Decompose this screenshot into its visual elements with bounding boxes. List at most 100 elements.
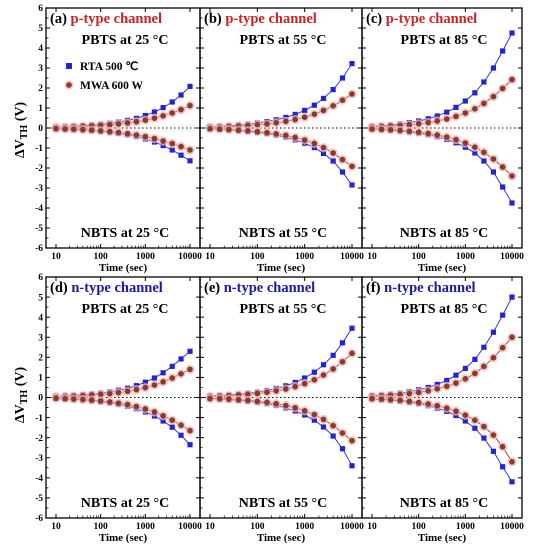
rta-data-point <box>500 312 506 318</box>
rta-data-point <box>187 83 193 89</box>
mwa-data-point <box>178 106 184 113</box>
x-tick-label: 1000 <box>136 522 155 532</box>
x-tick-label: 10000 <box>340 522 364 532</box>
mwa-data-point <box>106 390 113 397</box>
x-tick-label: 10000 <box>178 522 202 532</box>
mwa-data-point <box>453 408 459 414</box>
x-axis-label: Time (sec) <box>257 262 306 274</box>
nbts-condition-label: NBTS at 55 °C <box>239 496 327 511</box>
panel-b: 10 100 1000 10000 Time (sec) (b) p-type chann… <box>199 7 364 274</box>
rta-data-point <box>160 105 166 111</box>
series-fit-line <box>55 86 191 128</box>
mwa-data-point <box>151 409 158 415</box>
y-tick-label: 0 <box>38 124 43 134</box>
rta-data-point <box>509 479 515 485</box>
mwa-data-point <box>425 388 431 394</box>
mwa-data-point <box>311 111 318 117</box>
mwa-data-point <box>254 122 261 128</box>
rta-data-point <box>339 340 346 346</box>
mwa-data-point <box>88 127 95 133</box>
panel-a: -6 -5 -4 -3 -2 -1 0 1 2 3 4 5 6 10 100 1000 10000 Time (s… <box>35 4 202 274</box>
mwa-data-point <box>330 103 336 109</box>
mwa-data-point <box>142 117 149 123</box>
mwa-data-point <box>301 407 308 414</box>
mwa-data-point <box>453 113 459 120</box>
pbts-condition-label: PBTS at 85 °C <box>401 302 488 317</box>
mwa-data-point <box>481 423 487 430</box>
rta-data-point <box>169 147 175 153</box>
panel-letter: (b) <box>204 11 225 27</box>
rta-data-point <box>178 432 184 438</box>
rta-data-point <box>320 362 327 368</box>
mwa-data-point <box>178 371 184 377</box>
mwa-data-point <box>378 396 385 402</box>
x-tick-label: 1000 <box>136 252 155 262</box>
y-tick-label: 3 <box>38 333 43 343</box>
rta-data-point <box>462 365 468 371</box>
channel-type-label: n-type channel <box>71 280 162 296</box>
rta-data-point <box>453 104 459 110</box>
y-axis-label-bottom: ΔVTH (V) <box>13 367 30 424</box>
y-tick-label: 4 <box>38 44 43 54</box>
rta-data-point <box>178 356 184 362</box>
mwa-data-point <box>509 173 515 179</box>
mwa-data-point <box>226 396 232 402</box>
mwa-data-point <box>434 386 441 392</box>
mwa-data-point <box>169 110 176 116</box>
x-tick-label: 10000 <box>178 252 202 262</box>
mwa-data-point <box>472 106 478 112</box>
pbts-condition-label: PBTS at 25 °C <box>82 302 169 317</box>
rta-data-point <box>462 418 468 424</box>
rta-data-point <box>160 143 166 149</box>
mwa-data-point <box>283 402 289 409</box>
mwa-data-point <box>472 370 478 377</box>
mwa-data-point <box>169 417 176 423</box>
mwa-data-point <box>273 131 279 137</box>
mwa-data-point <box>216 395 223 402</box>
mwa-data-point <box>187 147 193 153</box>
panel-c: 10 100 1000 10000 Time (sec) (c) p-type chann… <box>361 7 524 274</box>
mwa-data-point <box>254 128 261 135</box>
mwa-data-point <box>283 118 289 125</box>
mwa-data-point <box>301 137 308 143</box>
panel-heading: (c) p-type channel <box>366 11 477 27</box>
y-tick-label: -5 <box>35 224 43 234</box>
channel-type-label: p-type channel <box>71 11 162 27</box>
x-tick-label: 100 <box>250 252 265 262</box>
mwa-data-point <box>187 102 193 109</box>
x-axis-label: Time (sec) <box>257 532 306 544</box>
mwa-data-point <box>509 334 515 341</box>
mwa-data-point <box>273 388 279 394</box>
mwa-data-point <box>320 372 327 378</box>
channel-type-label: n-type channel <box>224 280 315 296</box>
rta-data-point <box>187 348 193 354</box>
rta-data-point <box>472 90 478 96</box>
mwa-data-point <box>453 136 459 143</box>
mwa-data-point <box>397 397 403 404</box>
series-fit-line <box>209 398 353 467</box>
mwa-data-point <box>415 129 422 135</box>
x-tick-label: 10 <box>205 522 215 532</box>
rta-data-point <box>311 102 317 108</box>
mwa-data-point <box>406 128 413 134</box>
mwa-data-point <box>462 140 469 146</box>
mwa-data-point <box>499 164 506 170</box>
legend-rta-marker <box>66 63 72 69</box>
mwa-data-point <box>124 130 131 137</box>
mwa-data-point <box>245 397 251 404</box>
mwa-data-point <box>462 376 469 382</box>
mwa-data-point <box>178 422 184 429</box>
mwa-data-point <box>443 134 450 140</box>
mwa-data-point <box>273 120 279 126</box>
mwa-data-point <box>415 399 422 406</box>
rta-data-point <box>311 417 317 423</box>
mwa-data-point <box>133 119 140 125</box>
mwa-data-point <box>434 402 441 409</box>
x-tick-label: 100 <box>94 252 109 262</box>
mwa-data-point <box>80 396 86 403</box>
rta-data-point <box>330 87 336 93</box>
rta-data-point <box>302 375 308 381</box>
panel-heading: (d) n-type channel <box>50 280 163 296</box>
series-fit-line <box>371 32 513 127</box>
series-fit-line <box>371 79 513 128</box>
